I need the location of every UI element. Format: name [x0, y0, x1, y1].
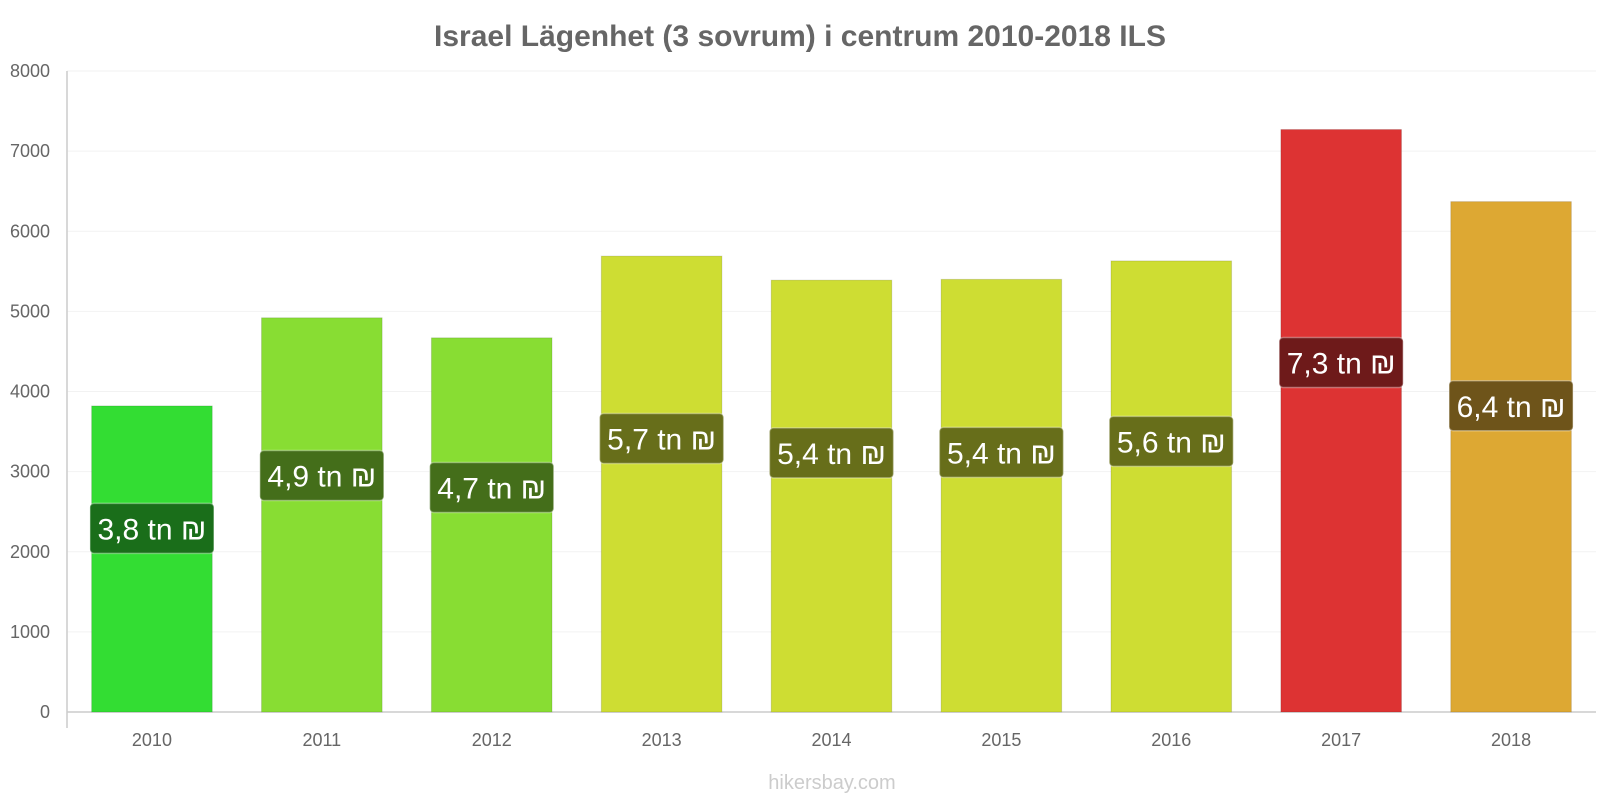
y-tick-label: 1000	[10, 622, 50, 642]
data-label: 3,8 tn ₪	[98, 513, 207, 546]
bar	[430, 337, 553, 713]
bar	[1110, 260, 1233, 713]
data-label-box	[938, 426, 1065, 479]
bar	[940, 278, 1063, 713]
y-tick-label: 2000	[10, 542, 50, 562]
bars	[91, 128, 1572, 713]
data-label-box	[1448, 380, 1574, 432]
x-tick-label: 2016	[1151, 730, 1191, 750]
x-tick-label: 2011	[302, 730, 341, 750]
data-label-box	[768, 427, 895, 479]
y-tick-label: 8000	[10, 61, 50, 81]
x-tick-label: 2013	[642, 730, 682, 750]
data-label-box	[1108, 415, 1235, 468]
y-tick-label: 5000	[10, 301, 50, 321]
data-label: 7,3 tn ₪	[1287, 347, 1396, 380]
data-label-box	[1278, 336, 1404, 389]
y-tick-label: 4000	[10, 382, 50, 402]
data-label: 5,4 tn ₪	[777, 438, 886, 471]
x-tick-label: 2017	[1321, 730, 1361, 750]
x-tick-label: 2014	[811, 730, 851, 750]
bar	[600, 255, 723, 713]
data-label-box	[598, 412, 725, 465]
data-label: 4,9 tn ₪	[267, 460, 376, 493]
y-tick-label: 6000	[10, 221, 50, 241]
data-labels: 3,8 tn ₪ 4,9 tn ₪ 4,7 tn ₪ 5,7 tn ₪ 5,4 tn ₪…	[89, 336, 1574, 555]
bar	[770, 279, 893, 713]
bar	[1450, 201, 1572, 713]
data-label: 4,7 tn ₪	[437, 472, 546, 505]
data-label: 5,4 tn ₪	[947, 437, 1056, 470]
bar	[1280, 128, 1402, 713]
bar	[261, 317, 383, 713]
data-label: 5,7 tn ₪	[607, 423, 716, 456]
y-tick-label: 3000	[10, 462, 50, 482]
y-tick-label: 0	[40, 702, 50, 722]
x-tick-label: 2015	[981, 730, 1021, 750]
data-label: 6,4 tn ₪	[1457, 391, 1566, 424]
data-label-box	[89, 502, 215, 555]
x-tick-label: 2010	[132, 730, 172, 750]
x-tick-label: 2018	[1491, 730, 1531, 750]
bar	[91, 405, 213, 713]
data-label: 5,6 tn ₪	[1117, 426, 1226, 459]
y-tick-label: 7000	[10, 141, 50, 161]
source-watermark: hikersbay.com	[768, 772, 895, 794]
x-tick-label: 2012	[472, 730, 512, 750]
data-label-box	[259, 449, 385, 502]
chart-title: Israel Lägenhet (3 sovrum) i centrum 201…	[434, 20, 1166, 53]
data-label-box	[428, 461, 555, 514]
